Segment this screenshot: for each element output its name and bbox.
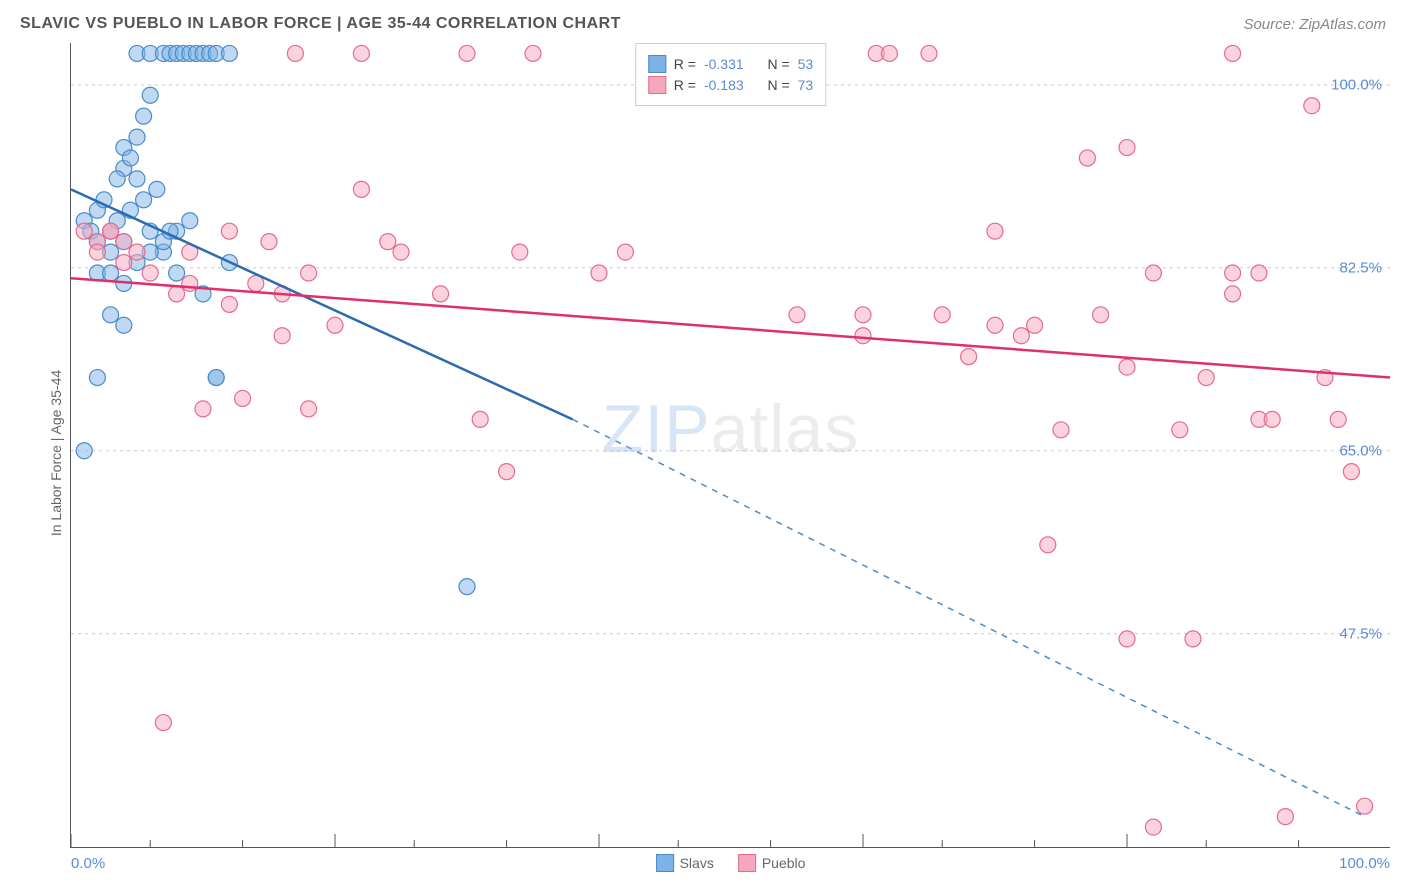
- y-tick-label: 100.0%: [1331, 76, 1382, 93]
- chart-title: SLAVIC VS PUEBLO IN LABOR FORCE | AGE 35…: [20, 15, 621, 33]
- legend-swatch-icon: [656, 854, 674, 872]
- legend-swatch-icon: [738, 854, 756, 872]
- y-tick-label: 65.0%: [1339, 442, 1382, 459]
- stats-row: R = -0.183 N = 73: [648, 76, 813, 94]
- legend-item: Pueblo: [738, 854, 806, 872]
- stats-legend: R = -0.331 N = 53 R = -0.183 N = 73: [635, 43, 826, 106]
- stats-row: R = -0.331 N = 53: [648, 55, 813, 73]
- y-tick-label: 82.5%: [1339, 259, 1382, 276]
- scatter-plot: [71, 43, 1390, 847]
- y-tick-label: 47.5%: [1339, 625, 1382, 642]
- legend-item: Slavs: [656, 854, 714, 872]
- series-legend: Slavs Pueblo: [656, 854, 806, 872]
- x-tick-label: 0.0%: [71, 855, 105, 872]
- y-axis-label: In Labor Force | Age 35-44: [48, 370, 64, 536]
- x-tick-label: 100.0%: [1339, 855, 1390, 872]
- legend-swatch-icon: [648, 76, 666, 94]
- source-label: Source: ZipAtlas.com: [1243, 16, 1386, 33]
- chart-area: In Labor Force | Age 35-44 ZIPatlas R = …: [70, 43, 1390, 848]
- legend-swatch-icon: [648, 55, 666, 73]
